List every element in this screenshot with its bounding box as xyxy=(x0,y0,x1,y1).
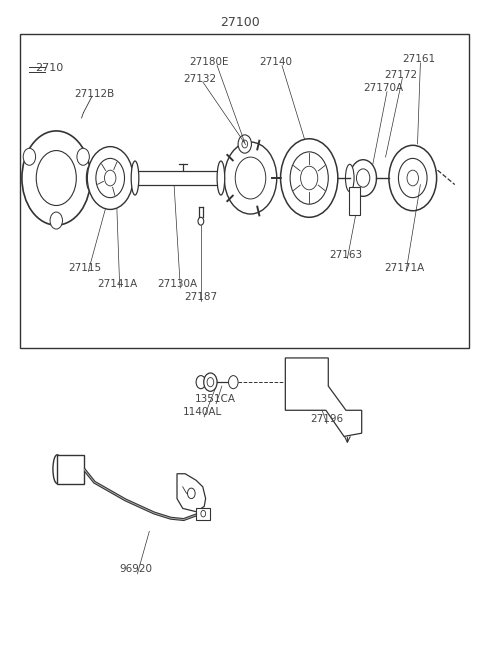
Circle shape xyxy=(23,148,36,166)
Ellipse shape xyxy=(53,455,61,484)
Text: 27140: 27140 xyxy=(259,57,292,66)
Bar xyxy=(349,187,360,215)
Text: 27161: 27161 xyxy=(402,54,435,64)
Ellipse shape xyxy=(346,164,354,192)
Circle shape xyxy=(350,160,376,196)
Bar xyxy=(57,455,84,484)
Text: 27187: 27187 xyxy=(184,292,217,302)
Text: 27112B: 27112B xyxy=(74,89,115,99)
Ellipse shape xyxy=(131,161,139,195)
Ellipse shape xyxy=(86,165,95,191)
Circle shape xyxy=(77,148,89,166)
Text: 96920: 96920 xyxy=(120,564,153,574)
Text: 27180E: 27180E xyxy=(189,57,229,66)
Circle shape xyxy=(22,131,91,225)
Text: 27196: 27196 xyxy=(310,414,343,424)
Circle shape xyxy=(87,147,133,210)
Text: 27163: 27163 xyxy=(329,250,362,260)
Text: 27115: 27115 xyxy=(68,263,101,273)
Bar xyxy=(21,34,469,348)
Circle shape xyxy=(204,373,217,392)
Bar xyxy=(196,508,210,520)
Circle shape xyxy=(196,376,205,389)
Text: 1140AL: 1140AL xyxy=(183,407,222,417)
Circle shape xyxy=(50,212,62,229)
Text: 27172: 27172 xyxy=(385,70,418,79)
Text: 2710: 2710 xyxy=(35,63,63,73)
Circle shape xyxy=(224,142,277,214)
Text: 27130A: 27130A xyxy=(157,279,197,289)
Ellipse shape xyxy=(217,161,225,195)
Bar xyxy=(134,171,222,185)
Polygon shape xyxy=(177,474,205,512)
Text: 27141A: 27141A xyxy=(97,279,137,289)
Text: 27100: 27100 xyxy=(220,16,260,30)
Circle shape xyxy=(389,145,437,211)
Text: 27171A: 27171A xyxy=(384,263,425,273)
Circle shape xyxy=(281,139,338,217)
Text: 1351CA: 1351CA xyxy=(195,394,236,404)
Circle shape xyxy=(238,135,252,153)
Circle shape xyxy=(228,376,238,389)
Text: 27132: 27132 xyxy=(183,74,216,83)
Text: 27170A: 27170A xyxy=(363,83,403,93)
